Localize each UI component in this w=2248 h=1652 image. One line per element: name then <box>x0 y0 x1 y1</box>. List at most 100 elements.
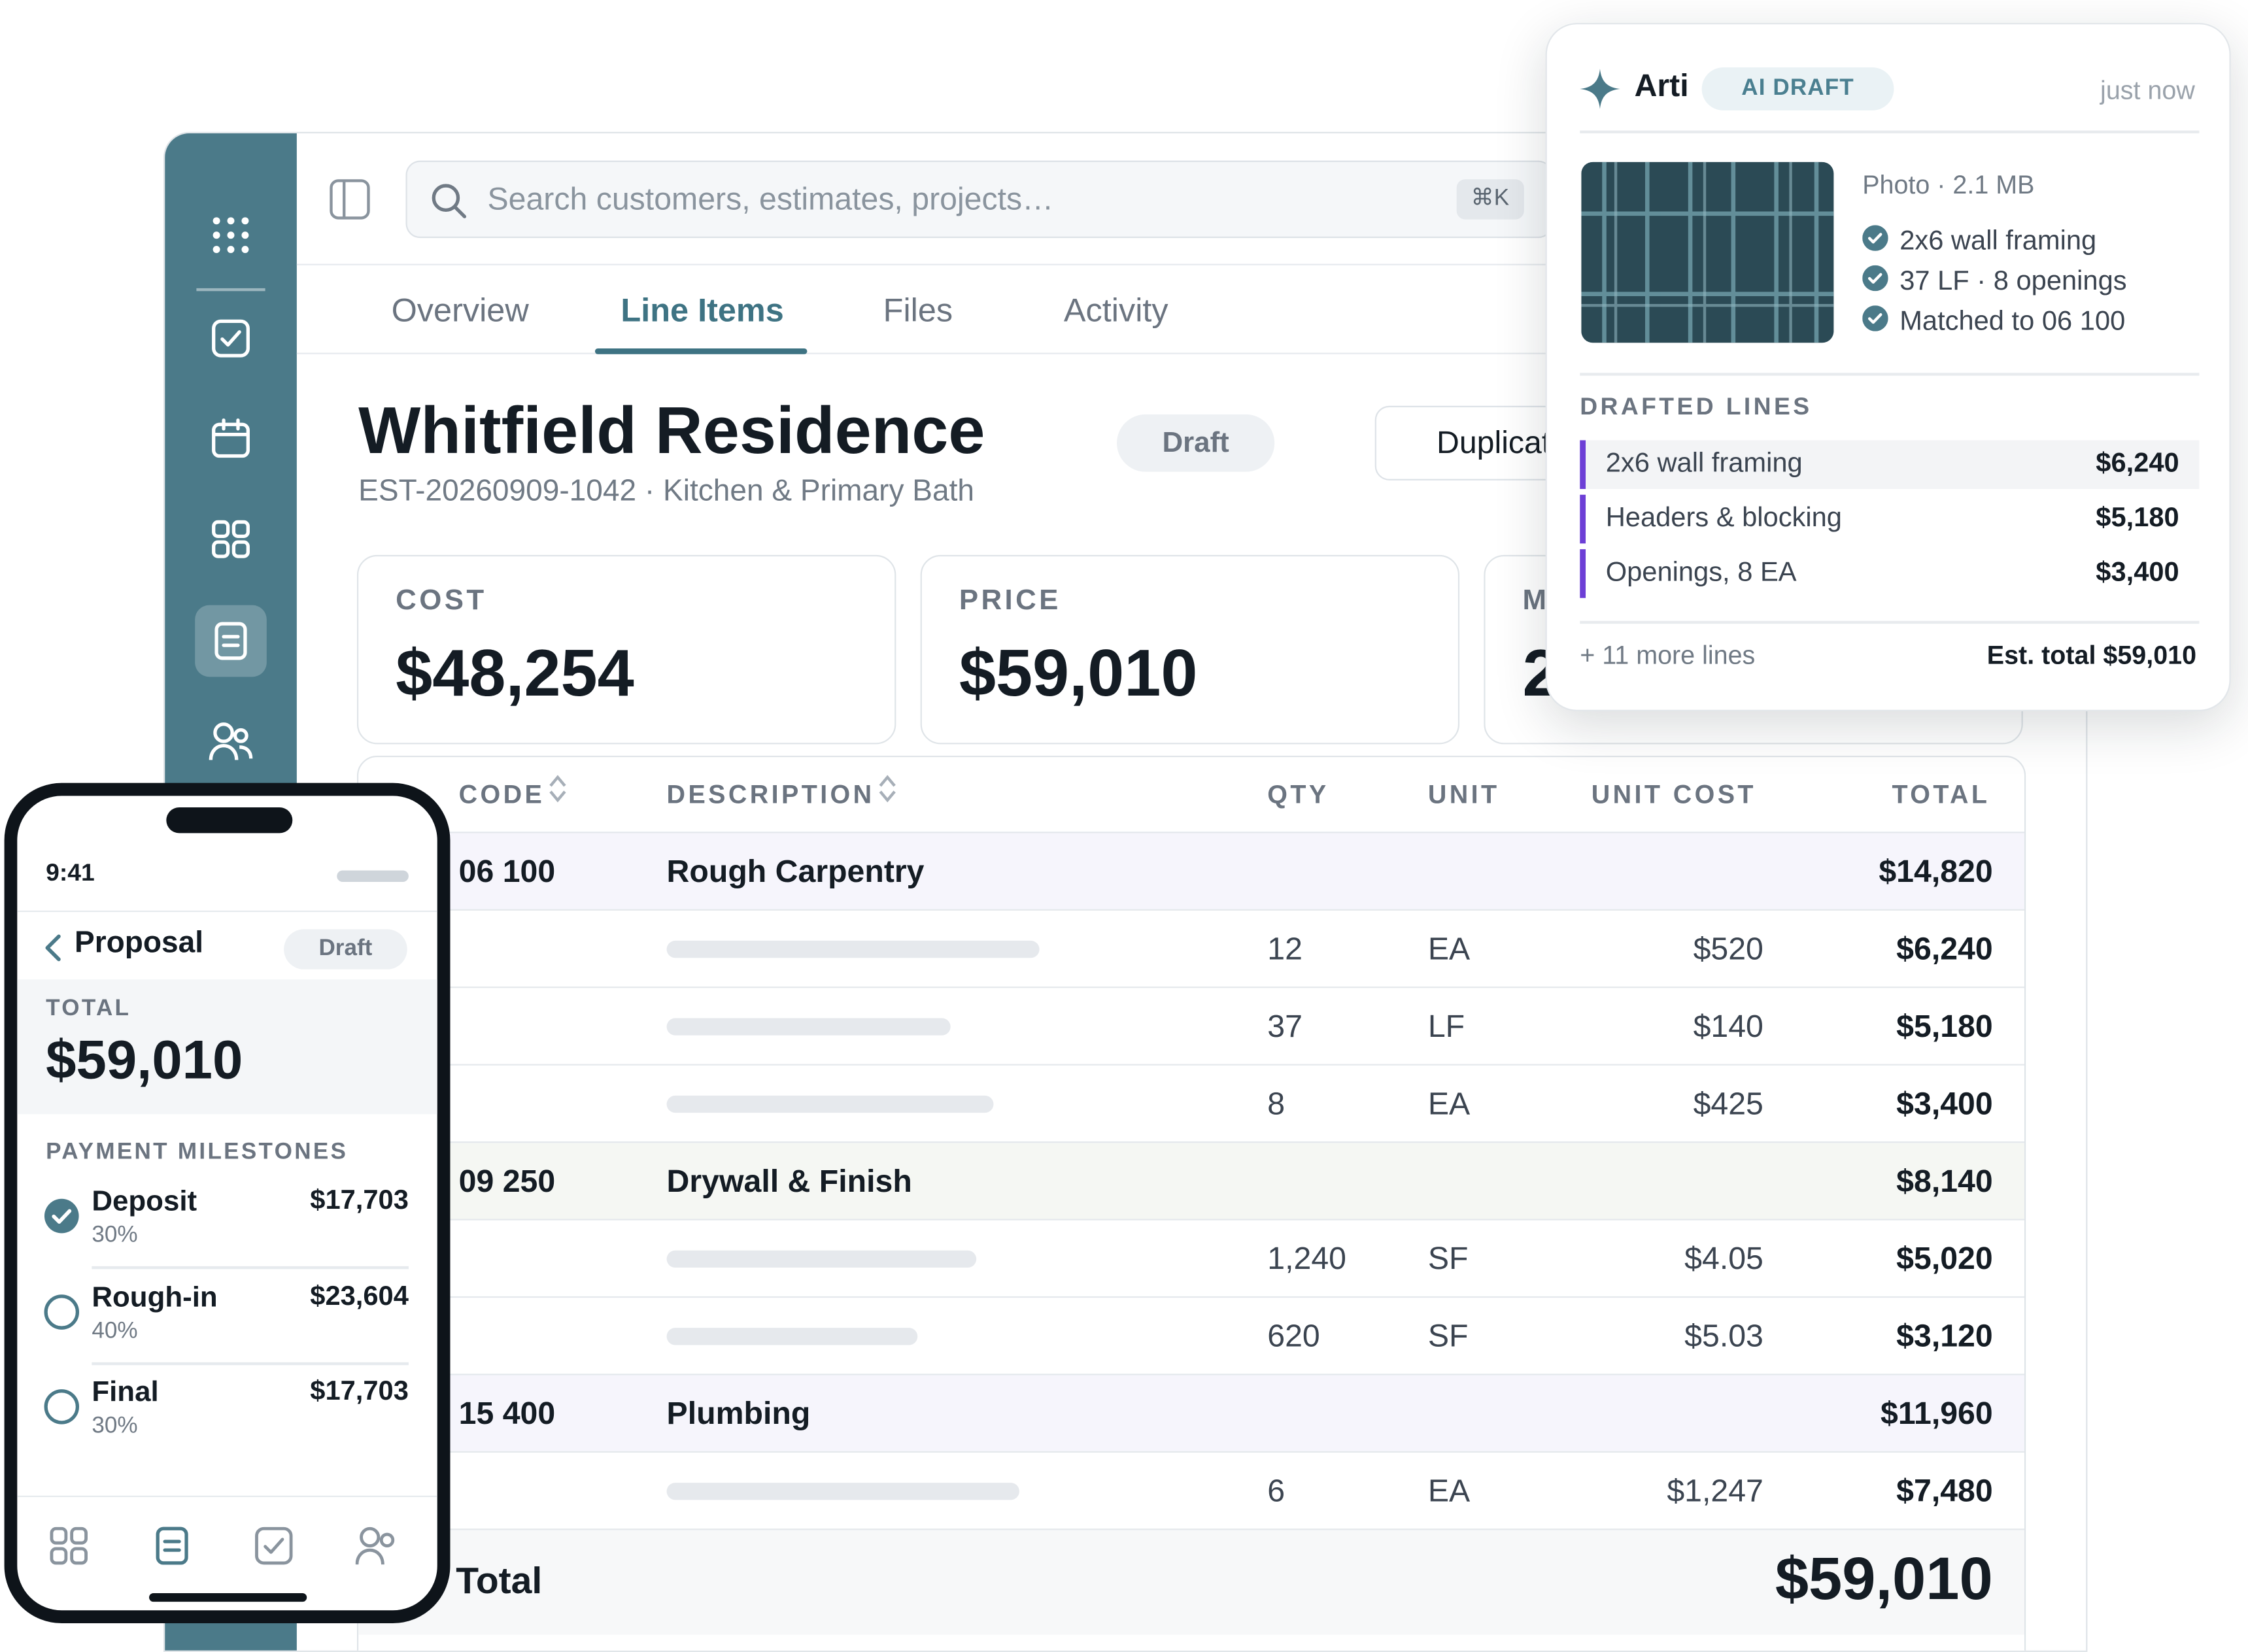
phone-notch <box>166 807 293 834</box>
sidebar-toggle-icon[interactable] <box>328 178 371 221</box>
detection-item: Matched to 06 100 <box>1862 305 2125 340</box>
milestone-item[interactable]: Rough-in 40% $23,604 <box>17 1279 437 1366</box>
framing-photo-thumbnail[interactable] <box>1581 161 1834 343</box>
phone-page-title: Proposal <box>75 926 204 960</box>
column-header-label: DESCRIPTION <box>666 780 875 809</box>
ai-draft-card[interactable]: Arti AI DRAFT just now Photo · 2.1 MB 2x… <box>1545 23 2231 711</box>
total-cell: $6,240 <box>1896 930 1993 967</box>
check-circle-icon <box>1862 305 1888 340</box>
divider <box>92 1266 409 1270</box>
phone-tab-bar <box>17 1495 437 1610</box>
dashboard-icon[interactable] <box>49 1526 92 1569</box>
users-icon[interactable] <box>195 705 267 777</box>
phone-total-label: TOTAL <box>46 996 131 1021</box>
unit-cell: EA <box>1427 930 1471 967</box>
unit-cost-cell: $520 <box>1693 930 1763 967</box>
more-lines-link[interactable]: + 11 more lines <box>1580 641 1756 670</box>
empty-circle-icon[interactable] <box>43 1294 80 1338</box>
total-cell: $3,120 <box>1896 1317 1993 1354</box>
total-label: Total <box>456 1559 543 1602</box>
kpi-value: $48,254 <box>396 635 634 710</box>
sort-icon <box>548 759 568 834</box>
milestone-item[interactable]: Final 30% $17,703 <box>17 1374 437 1460</box>
unit-cost-cell: $140 <box>1693 1008 1763 1044</box>
ai-draft-badge: AI DRAFT <box>1701 67 1894 110</box>
dashboard-icon[interactable] <box>195 503 267 575</box>
column-header-unit[interactable]: UNIT <box>1427 780 1500 809</box>
active-tab-indicator <box>594 348 808 354</box>
milestone-item[interactable]: Deposit 30% $17,703 <box>17 1183 437 1270</box>
description-placeholder <box>666 940 1040 958</box>
table-row[interactable]: 37 LF $140 $5,180 <box>358 986 2024 1064</box>
description-placeholder <box>666 1328 918 1345</box>
table-row[interactable]: 6 EA $1,247 $7,480 <box>358 1451 2024 1528</box>
search-shortcut-badge: ⌘K <box>1456 179 1524 220</box>
divider <box>92 1362 409 1366</box>
calendar-icon[interactable] <box>195 403 267 475</box>
milestone-name: Final <box>92 1376 159 1409</box>
total-cell: $5,180 <box>1896 1008 1993 1044</box>
divider <box>1580 620 2200 624</box>
drafted-lines-heading: DRAFTED LINES <box>1580 393 1813 420</box>
column-header-qty[interactable]: QTY <box>1267 780 1329 809</box>
description-placeholder <box>666 1250 977 1268</box>
drafted-line-amount: $3,400 <box>2096 558 2179 588</box>
milestone-name: Rough-in <box>92 1281 218 1314</box>
drafted-line[interactable]: 2x6 wall framing $6,240 <box>1580 440 2200 489</box>
drafted-line-amount: $5,180 <box>2096 503 2179 533</box>
column-header-total[interactable]: TOTAL <box>1892 780 1990 809</box>
checkbox-icon[interactable] <box>195 303 267 375</box>
sparkle-icon <box>1578 67 1622 118</box>
phone-total-value: $59,010 <box>46 1031 243 1092</box>
drafted-line-amount: $6,240 <box>2096 448 2179 479</box>
empty-circle-icon[interactable] <box>43 1388 80 1432</box>
table-row[interactable]: 12 EA $520 $6,240 <box>358 909 2024 986</box>
column-header-code[interactable]: CODE <box>459 757 568 832</box>
checked-circle-icon[interactable] <box>43 1198 80 1242</box>
check-circle-icon <box>1862 265 1888 300</box>
unit-cost-cell: $5.03 <box>1684 1317 1763 1354</box>
apps-grid-icon[interactable] <box>195 199 267 271</box>
checkbox-icon[interactable] <box>254 1526 297 1569</box>
document-icon[interactable] <box>152 1526 195 1569</box>
milestone-percent: 40% <box>92 1319 138 1344</box>
group-code: 15 400 <box>458 1395 556 1432</box>
detection-label: 2x6 wall framing <box>1899 226 2097 257</box>
table-row[interactable]: 8 EA $425 $3,400 <box>358 1064 2024 1141</box>
users-icon[interactable] <box>355 1526 399 1569</box>
phone-total-card: TOTAL $59,010 <box>17 979 437 1115</box>
status-bar-indicator <box>337 870 409 883</box>
milestone-name: Deposit <box>92 1186 197 1218</box>
tab-files[interactable]: Files <box>883 291 953 329</box>
table-row[interactable]: 620 SF $5.03 $3,120 <box>358 1296 2024 1374</box>
drafted-line[interactable]: Openings, 8 EA $3,400 <box>1580 549 2199 598</box>
column-header-description[interactable]: DESCRIPTION <box>667 757 898 832</box>
kpi-label: PRICE <box>959 584 1061 617</box>
qty-cell: 1,240 <box>1267 1240 1346 1277</box>
column-header-label: CODE <box>458 780 545 809</box>
divider <box>1580 130 2200 133</box>
unit-cost-cell: $1,247 <box>1667 1472 1763 1509</box>
status-bar-time: 9:41 <box>46 858 95 886</box>
rail-separator <box>196 288 265 292</box>
tab-line-items[interactable]: Line Items <box>621 291 784 329</box>
back-chevron-icon[interactable] <box>43 932 63 971</box>
column-header-unit-cost[interactable]: UNIT COST <box>1591 780 1756 809</box>
group-row[interactable]: 15 400 Plumbing $11,960 <box>358 1374 2024 1451</box>
milestones-heading: PAYMENT MILESTONES <box>46 1139 349 1165</box>
table-total-row: Total $59,010 <box>358 1528 2024 1635</box>
group-row[interactable]: 06 100 Rough Carpentry $14,820 <box>358 832 2024 909</box>
drafted-line[interactable]: Headers & blocking $5,180 <box>1580 494 2199 544</box>
tab-activity[interactable]: Activity <box>1063 291 1168 329</box>
total-cell: $3,400 <box>1896 1085 1993 1122</box>
description-placeholder <box>666 1483 1019 1500</box>
document-icon[interactable] <box>195 605 267 677</box>
table-row[interactable]: 1,240 SF $4.05 $5,020 <box>358 1219 2024 1296</box>
group-row[interactable]: 09 250 Drywall & Finish $8,140 <box>358 1141 2024 1219</box>
search-input[interactable] <box>485 161 1403 237</box>
tab-overview[interactable]: Overview <box>391 291 529 329</box>
check-circle-icon <box>1862 225 1888 260</box>
unit-cell: SF <box>1427 1240 1469 1277</box>
description-placeholder <box>666 1095 994 1113</box>
detection-label: 37 LF · 8 openings <box>1899 266 2127 297</box>
